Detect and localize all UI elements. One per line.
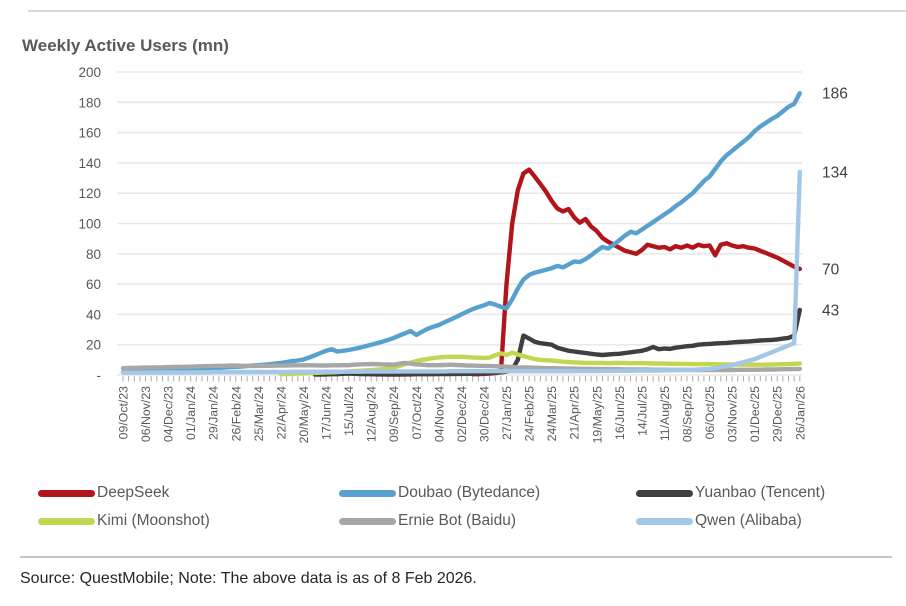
legend-label-deepseek: DeepSeek: [97, 484, 170, 502]
x-axis-tick-label: 16/Jun/25: [613, 386, 627, 440]
footer-divider: [20, 556, 892, 558]
y-axis-tick-label: 40: [86, 307, 101, 322]
x-axis-tick-label: 08/Sep/25: [681, 386, 695, 442]
series-line-qwen: [120, 169, 802, 375]
x-axis-tick-label: 09/Sep/24: [387, 386, 401, 442]
legend-swatch-ernie: [339, 517, 396, 525]
x-axis-tick-label: 12/Aug/24: [365, 386, 379, 442]
y-axis-tick-label: 200: [78, 65, 101, 80]
x-axis-tick-label: 24/Feb/25: [523, 386, 537, 442]
legend-swatch-doubao: [339, 489, 396, 497]
legend-swatch-yuanbao: [636, 489, 693, 497]
y-axis-tick-label: 120: [78, 186, 101, 201]
legend-item-ernie: Ernie Bot (Baidu): [339, 513, 636, 529]
legend-swatch-deepseek: [38, 489, 95, 497]
x-axis-tick-label: 22/Apr/24: [274, 386, 288, 439]
legend-swatch-qwen: [636, 517, 693, 525]
y-axis-tick-label: 60: [86, 277, 101, 292]
legend-label-yuanbao: Yuanbao (Tencent): [695, 484, 826, 502]
legend-label-ernie: Ernie Bot (Baidu): [398, 512, 517, 530]
x-axis-tick-label: 01/Jan/24: [184, 386, 198, 440]
x-axis-tick-label: 04/Dec/23: [162, 386, 176, 442]
y-axis-tick-label: 20: [86, 338, 101, 353]
legend-item-yuanbao: Yuanbao (Tencent): [636, 485, 906, 501]
y-axis-tick-label: 180: [78, 95, 101, 110]
y-axis-tick-label: -: [97, 368, 102, 383]
x-axis-tick-label: 14/Jul/25: [635, 386, 649, 436]
legend-item-qwen: Qwen (Alibaba): [636, 513, 906, 529]
legend-item-kimi: Kimi (Moonshot): [38, 513, 339, 529]
source-note: Source: QuestMobile; Note: The above dat…: [20, 570, 477, 587]
x-axis-tick-label: 17/Jun/24: [320, 386, 334, 440]
top-rule: [28, 10, 906, 12]
series-line-deepseek: [470, 167, 802, 377]
series-end-value-label: 43: [822, 302, 839, 319]
x-axis-tick-label: 21/Apr/25: [568, 386, 582, 439]
x-axis-tick-label: 25/Mar/24: [252, 386, 266, 442]
x-axis-tick-label: 11/Aug/25: [658, 386, 672, 441]
legend-item-deepseek: DeepSeek: [38, 485, 339, 501]
chart-title: Weekly Active Users (mn): [22, 36, 229, 55]
x-axis-tick-label: 03/Nov/25: [726, 386, 740, 442]
legend-label-qwen: Qwen (Alibaba): [695, 512, 802, 530]
x-axis-tick-label: 06/Nov/23: [139, 386, 153, 442]
series-end-value-label: 134: [822, 164, 848, 181]
y-axis-tick-label: 160: [78, 126, 101, 141]
x-axis-tick-label: 04/Nov/24: [432, 386, 446, 442]
x-axis-tick-label: 26/Jan/26: [793, 386, 807, 440]
y-axis-tick-label: 80: [86, 247, 101, 262]
legend-swatch-kimi: [38, 517, 95, 525]
x-axis-tick-label: 24/Mar/25: [545, 386, 559, 442]
chart-legend: DeepSeek Doubao (Bytedance) Yuanbao (Ten…: [38, 479, 906, 535]
x-axis-tick-label: 29/Jan/24: [207, 386, 221, 440]
x-axis-tick-label: 15/Jul/24: [342, 386, 356, 436]
series-end-value-label: 186: [822, 86, 848, 103]
x-axis-tick-label: 30/Dec/24: [477, 386, 491, 442]
series-line-doubao: [120, 91, 802, 375]
legend-label-kimi: Kimi (Moonshot): [97, 512, 210, 530]
legend-label-doubao: Doubao (Bytedance): [398, 484, 541, 502]
y-axis-tick-label: 140: [78, 156, 101, 171]
line-chart: - 20 40 60 80 100 120 140 160 180 200 09/Oct/23 06/N…: [78, 65, 848, 444]
x-axis-tick-label: 06/Oct/25: [703, 386, 717, 439]
x-axis-tick-label: 02/Dec/24: [455, 386, 469, 442]
x-axis-tick-label: 29/Dec/25: [771, 386, 785, 442]
x-axis-tick-label: 07/Oct/24: [410, 386, 424, 439]
x-axis-tick-label: 27/Jan/25: [500, 386, 514, 440]
x-axis-tick-label: 01/Dec/25: [748, 386, 762, 442]
x-axis-tick-label: 09/Oct/23: [117, 386, 131, 439]
legend-item-doubao: Doubao (Bytedance): [339, 485, 636, 501]
x-axis-tick-label: 20/May/24: [297, 386, 311, 444]
x-axis-tick-label: 19/May/25: [590, 386, 604, 444]
x-axis-tick-label: 26/Feb/24: [229, 386, 243, 442]
series-end-value-label: 70: [822, 261, 840, 278]
series-line-yuanbao: [312, 307, 802, 377]
y-axis-tick-label: 100: [78, 217, 101, 232]
